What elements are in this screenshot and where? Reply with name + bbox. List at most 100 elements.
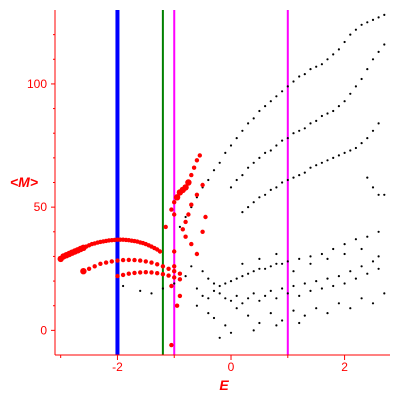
data-point xyxy=(169,283,174,289)
data-point xyxy=(337,275,340,278)
data-point xyxy=(349,149,352,152)
data-point xyxy=(377,193,380,196)
data-point xyxy=(309,166,312,169)
data-point xyxy=(303,282,306,285)
data-point xyxy=(303,314,306,317)
data-point xyxy=(258,267,261,270)
data-point xyxy=(138,270,143,275)
data-point xyxy=(172,200,177,205)
data-point xyxy=(143,259,148,264)
data-point xyxy=(191,165,197,170)
data-point xyxy=(349,307,352,310)
data-point xyxy=(252,201,255,204)
data-point xyxy=(264,105,267,108)
data-point xyxy=(303,127,306,130)
data-point xyxy=(320,161,323,164)
data-point xyxy=(377,50,380,54)
data-point xyxy=(149,270,154,275)
data-point xyxy=(184,275,187,278)
data-point xyxy=(326,58,329,61)
data-point xyxy=(286,85,289,88)
data-point xyxy=(360,142,363,145)
data-point xyxy=(149,260,154,265)
x-tick-label: 0 xyxy=(228,360,235,374)
data-point xyxy=(109,259,115,264)
data-point xyxy=(174,303,180,308)
data-point xyxy=(80,268,87,275)
data-point xyxy=(207,178,210,182)
data-point xyxy=(366,137,369,140)
data-point xyxy=(366,21,369,24)
data-point xyxy=(172,264,177,269)
data-point xyxy=(173,282,176,285)
data-point xyxy=(275,95,278,98)
data-point xyxy=(354,277,357,280)
data-point xyxy=(286,292,289,295)
data-point xyxy=(286,178,289,182)
data-point xyxy=(326,159,329,162)
data-point xyxy=(172,249,177,254)
data-point xyxy=(371,260,375,263)
data-point xyxy=(354,85,357,88)
data-point xyxy=(315,65,318,68)
data-point xyxy=(180,227,185,232)
data-point xyxy=(292,309,295,312)
y-tick-label: 0 xyxy=(40,323,47,337)
data-point xyxy=(241,174,244,177)
data-point xyxy=(275,252,278,256)
data-point xyxy=(247,206,250,209)
data-point xyxy=(309,289,312,292)
data-point xyxy=(286,137,289,140)
data-point xyxy=(371,58,375,61)
data-point xyxy=(258,156,261,159)
data-point xyxy=(343,252,346,256)
data-point xyxy=(343,282,346,285)
data-point xyxy=(155,271,160,276)
data-point xyxy=(183,219,188,225)
data-point xyxy=(224,151,227,154)
data-point xyxy=(252,270,255,273)
data-point xyxy=(292,132,295,135)
data-point xyxy=(229,299,233,302)
data-point xyxy=(298,129,301,132)
data-point xyxy=(303,171,306,174)
data-point xyxy=(194,251,200,257)
y-tick-label: 50 xyxy=(34,200,48,214)
data-point xyxy=(292,284,295,288)
data-point xyxy=(200,229,205,234)
data-point xyxy=(269,289,272,292)
data-point xyxy=(281,319,284,322)
data-point xyxy=(377,230,380,233)
data-point xyxy=(337,302,340,305)
data-point xyxy=(354,238,357,241)
data-point xyxy=(383,292,386,295)
data-point xyxy=(235,294,238,297)
data-point xyxy=(201,294,204,297)
data-point xyxy=(269,312,272,315)
data-point xyxy=(218,336,221,339)
data-point xyxy=(292,80,295,83)
data-point xyxy=(120,257,126,263)
data-point xyxy=(309,262,312,265)
data-point xyxy=(189,172,194,178)
data-point xyxy=(247,122,250,125)
data-point xyxy=(371,18,375,21)
data-point xyxy=(354,28,357,31)
data-point xyxy=(126,271,131,276)
data-point xyxy=(354,146,357,150)
data-point xyxy=(264,151,267,154)
data-point xyxy=(298,75,301,78)
data-point xyxy=(292,176,295,179)
data-point xyxy=(160,272,166,277)
data-point xyxy=(264,193,267,196)
data-point xyxy=(122,284,125,288)
data-point xyxy=(207,312,210,315)
data-point xyxy=(281,181,284,184)
data-point xyxy=(275,324,278,327)
data-point xyxy=(189,202,194,207)
data-point xyxy=(326,277,329,280)
data-point xyxy=(371,302,375,305)
data-point xyxy=(275,144,278,147)
data-point xyxy=(252,292,255,295)
